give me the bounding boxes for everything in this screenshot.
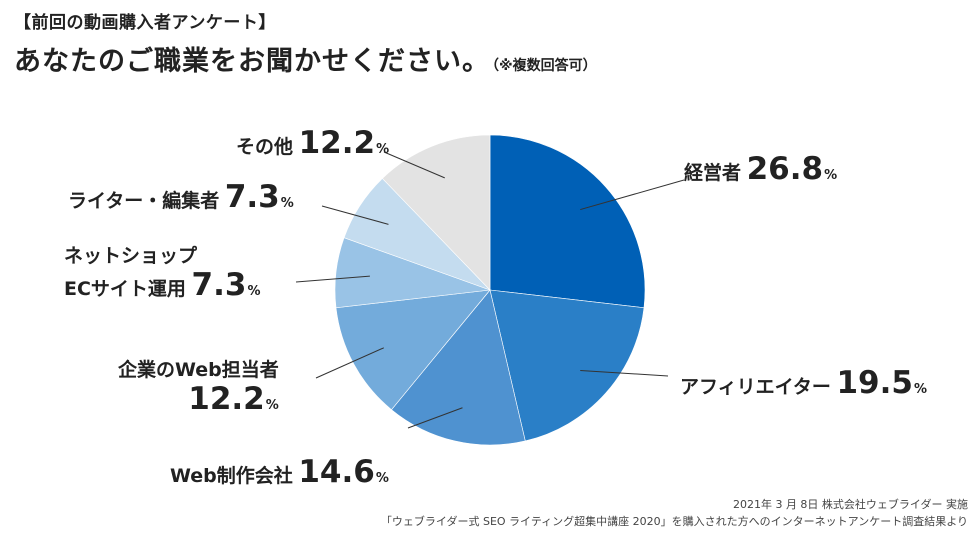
leader-line-kigyo	[315, 347, 385, 379]
label-unit: %	[375, 471, 389, 486]
question-text: あなたのご職業をお聞かせください。	[14, 46, 490, 77]
source-line-1: 2021年 3 月 8日 株式会社ウェブライダー 実施	[732, 498, 968, 511]
label-value: 12.2	[188, 380, 265, 417]
label-name: Web制作会社	[170, 465, 293, 487]
label-other: その他 12.2%	[236, 125, 390, 162]
label-netshop: ネットショップ ECサイト運用 7.3%	[64, 245, 261, 303]
source-line-2: 「ウェブライダー式 SEO ライティング超集中講座 2020」を購入された方への…	[380, 514, 968, 528]
label-name-line1: ネットショップ	[64, 245, 198, 267]
label-value: 26.8	[746, 151, 824, 187]
label-name: 企業のWeb担当者	[118, 359, 279, 381]
leader-line-netshop	[295, 275, 370, 283]
label-keieisha: 経営者 26.8%	[684, 151, 838, 188]
leader-line-affiliate	[580, 369, 669, 377]
multiple-answer-note: （※複数回答可）	[492, 58, 597, 74]
label-value: 12.2	[298, 125, 376, 161]
pie-slice-keieisha	[489, 134, 646, 309]
leader-line-webseisaku	[407, 407, 463, 429]
header: 【前回の動画購入者アンケート】 あなたのご職業をお聞かせください。 （※複数回答可…	[14, 8, 597, 78]
pie-slice-webseisaku	[391, 289, 526, 446]
label-unit: %	[265, 397, 279, 413]
label-webseisaku: Web制作会社 14.6%	[170, 454, 389, 491]
label-value: 19.5	[836, 365, 913, 401]
label-unit: %	[280, 196, 294, 211]
label-unit: %	[247, 283, 261, 299]
source-note: 2021年 3 月 8日 株式会社ウェブライダー 実施 「ウェブライダー式 SE…	[381, 497, 968, 530]
label-writer: ライター・編集者 7.3%	[68, 179, 294, 216]
label-kigyo: 企業のWeb担当者 12.2%	[118, 359, 279, 417]
pie-slice-other	[381, 134, 491, 291]
pie-slice-affiliate	[489, 289, 645, 442]
label-name: 経営者	[684, 162, 742, 184]
label-name-line2: ECサイト運用	[64, 277, 186, 300]
label-unit: %	[913, 382, 927, 397]
label-name: アフィリエイター	[680, 376, 831, 398]
label-name: その他	[236, 136, 294, 158]
leader-line-writer	[321, 205, 389, 225]
pie-slice-kigyo	[335, 289, 491, 411]
leader-line-other	[383, 151, 445, 179]
survey-subtitle: 【前回の動画購入者アンケート】	[14, 13, 276, 33]
label-value: 7.3	[191, 266, 247, 303]
label-unit: %	[376, 142, 390, 157]
label-value: 14.6	[298, 454, 375, 490]
question-title: あなたのご職業をお聞かせください。 （※複数回答可）	[14, 39, 597, 78]
leader-line-keieisha	[580, 179, 685, 211]
label-value: 7.3	[224, 179, 280, 215]
label-unit: %	[824, 168, 838, 183]
label-affiliate: アフィリエイター 19.5%	[680, 365, 927, 402]
label-name: ライター・編集者	[68, 190, 220, 212]
